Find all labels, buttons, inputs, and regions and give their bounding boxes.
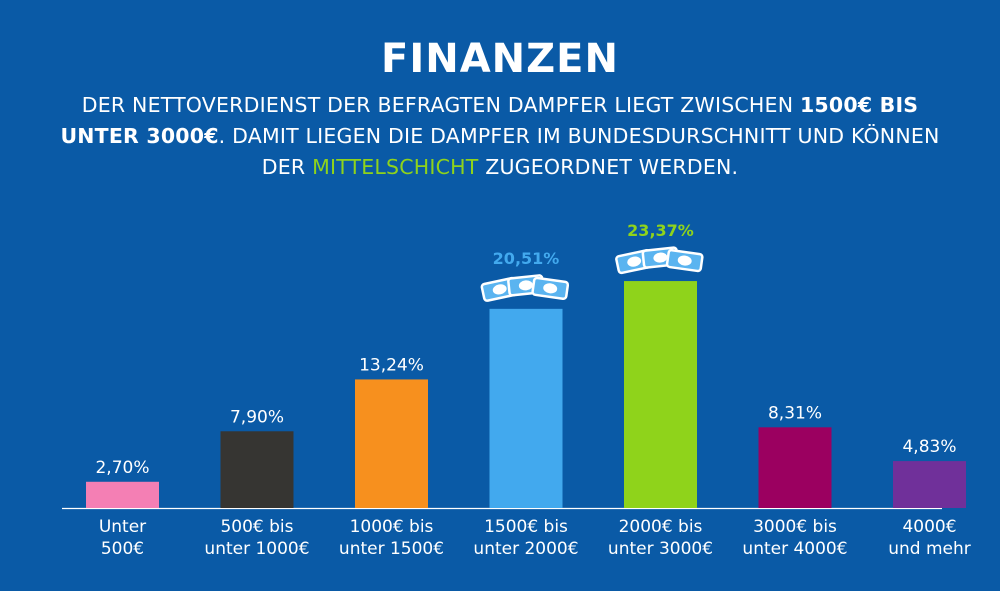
category-label-6-line-1: 3000€ bis bbox=[753, 517, 837, 537]
category-label-6-line-2: unter 4000€ bbox=[742, 539, 847, 559]
money-bills-icon bbox=[615, 246, 704, 275]
category-label-3-line-1: 1000€ bis bbox=[350, 517, 434, 537]
value-label-5: 23,37% bbox=[627, 221, 694, 240]
bar-1 bbox=[86, 481, 159, 508]
bar-6 bbox=[758, 427, 832, 508]
value-label-3: 13,24% bbox=[359, 355, 424, 375]
value-label-1: 2,70% bbox=[95, 458, 149, 478]
bar-7 bbox=[893, 461, 966, 508]
category-label-3-line-2: unter 1500€ bbox=[339, 539, 444, 559]
page-title: FINANZEN bbox=[381, 36, 619, 82]
value-label-4: 20,51% bbox=[493, 249, 560, 268]
category-label-7-line-2: und mehr bbox=[888, 539, 971, 559]
category-label-4-line-2: unter 2000€ bbox=[473, 539, 578, 559]
money-bills-icon bbox=[480, 274, 570, 302]
category-label-5-line-1: 2000€ bis bbox=[619, 517, 703, 537]
category-label-5-line-2: unter 3000€ bbox=[608, 539, 713, 559]
subtitle-part-1: DER NETTOVERDIENST DER BEFRAGTEN DAMPFER… bbox=[81, 93, 800, 117]
category-label-2-line-1: 500€ bis bbox=[220, 517, 293, 537]
subtitle-highlight: MITTELSCHICHT bbox=[312, 155, 479, 179]
bar-3 bbox=[355, 379, 428, 508]
subtitle-part-2: . DAMIT LIEGEN DIE DAMPFER IM BUNDESDURS… bbox=[218, 124, 940, 179]
bar-4 bbox=[489, 308, 563, 508]
category-label-2-line-2: unter 1000€ bbox=[204, 539, 309, 559]
subtitle-text: DER NETTOVERDIENST DER BEFRAGTEN DAMPFER… bbox=[40, 90, 960, 183]
category-label-1-line-2: 500€ bbox=[101, 539, 144, 559]
value-label-2: 7,90% bbox=[230, 407, 284, 427]
bar-5 bbox=[624, 281, 697, 508]
category-label-1-line-1: Unter bbox=[99, 517, 146, 537]
category-label-4-line-1: 1500€ bis bbox=[484, 517, 568, 537]
value-label-7: 4,83% bbox=[902, 437, 956, 457]
value-label-6: 8,31% bbox=[768, 403, 822, 423]
category-label-7-line-1: 4000€ bbox=[902, 517, 956, 537]
subtitle-part-3: ZUGEORDNET WERDEN. bbox=[478, 155, 739, 179]
bar-2 bbox=[220, 431, 294, 508]
subtitle-bold-range: 1500€ BIS UNTER 3000€ bbox=[60, 93, 919, 148]
